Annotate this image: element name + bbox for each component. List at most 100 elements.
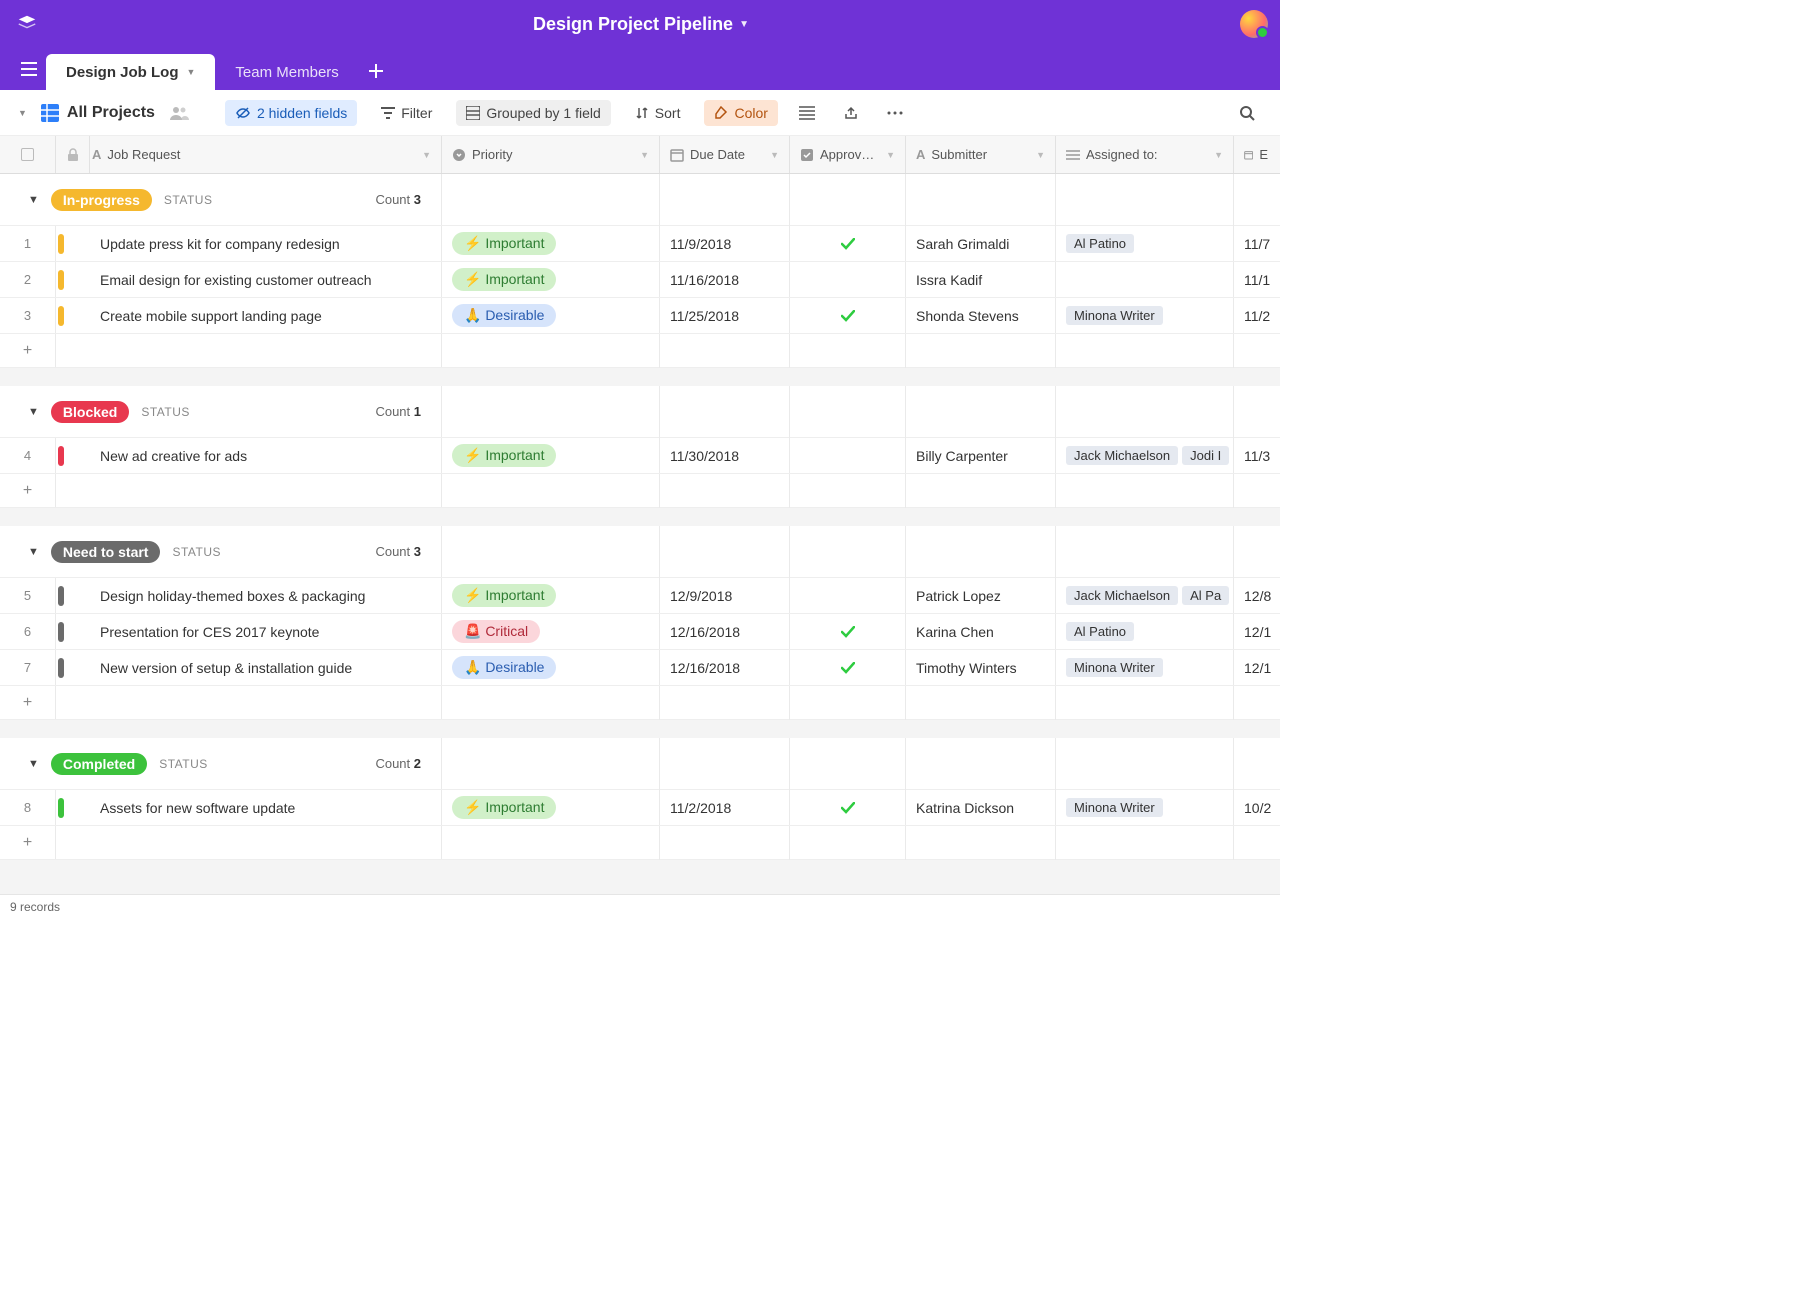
cell-submitter[interactable]: Issra Kadif xyxy=(906,262,1056,297)
cell-approved[interactable] xyxy=(790,438,906,473)
cell-priority[interactable]: ⚡ Important xyxy=(442,578,660,613)
cell-approved[interactable] xyxy=(790,578,906,613)
hidden-fields-button[interactable]: 2 hidden fields xyxy=(225,100,357,126)
cell-submitter[interactable]: Shonda Stevens xyxy=(906,298,1056,333)
cell-submitter[interactable]: Katrina Dickson xyxy=(906,790,1056,825)
group-header[interactable]: ▼ In-progress STATUS Count 3 xyxy=(0,174,1280,226)
add-row-button[interactable]: + xyxy=(0,474,1280,508)
column-header-assigned[interactable]: Assigned to: ▼ xyxy=(1056,136,1234,173)
collapse-caret-icon[interactable]: ▼ xyxy=(28,546,39,558)
cell-assigned[interactable]: Minona Writer xyxy=(1056,790,1234,825)
cell-extra[interactable]: 12/8 xyxy=(1234,578,1278,613)
select-all-checkbox[interactable] xyxy=(0,136,56,173)
table-row[interactable]: 3 Create mobile support landing page 🙏 D… xyxy=(0,298,1280,334)
cell-due-date[interactable]: 11/30/2018 xyxy=(660,438,790,473)
cell-priority[interactable]: ⚡ Important xyxy=(442,262,660,297)
group-button[interactable]: Grouped by 1 field xyxy=(456,100,610,126)
cell-submitter[interactable]: Timothy Winters xyxy=(906,650,1056,685)
collaborators-icon[interactable] xyxy=(169,105,189,121)
group-header[interactable]: ▼ Need to start STATUS Count 3 xyxy=(0,526,1280,578)
row-height-button[interactable] xyxy=(792,98,822,128)
assignee-chip[interactable]: Al Patino xyxy=(1066,622,1134,641)
cell-approved[interactable] xyxy=(790,650,906,685)
cell-job[interactable]: Email design for existing customer outre… xyxy=(70,262,442,297)
collapse-caret-icon[interactable]: ▼ xyxy=(28,194,39,206)
cell-job[interactable]: Create mobile support landing page xyxy=(70,298,442,333)
share-button[interactable] xyxy=(836,98,866,128)
cell-priority[interactable]: 🙏 Desirable xyxy=(442,650,660,685)
assignee-chip[interactable]: Minona Writer xyxy=(1066,658,1163,677)
cell-priority[interactable]: ⚡ Important xyxy=(442,226,660,261)
add-row-button[interactable]: + xyxy=(0,334,1280,368)
collapse-caret-icon[interactable]: ▼ xyxy=(28,406,39,418)
cell-job[interactable]: New ad creative for ads xyxy=(70,438,442,473)
assignee-chip[interactable]: Jack Michaelson xyxy=(1066,586,1178,605)
workspace-title[interactable]: Design Project Pipeline ▼ xyxy=(42,14,1240,35)
add-row-button[interactable]: + xyxy=(0,826,1280,860)
cell-priority[interactable]: ⚡ Important xyxy=(442,438,660,473)
assignee-chip[interactable]: Al Pa xyxy=(1182,586,1229,605)
cell-assigned[interactable]: Al Patino xyxy=(1056,226,1234,261)
filter-button[interactable]: Filter xyxy=(371,100,442,126)
column-menu-caret[interactable]: ▼ xyxy=(640,150,649,160)
cell-assigned[interactable]: Jack MichaelsonJodi I xyxy=(1056,438,1234,473)
views-menu-caret[interactable]: ▼ xyxy=(18,108,27,118)
column-header-submitter[interactable]: A Submitter ▼ xyxy=(906,136,1056,173)
cell-submitter[interactable]: Patrick Lopez xyxy=(906,578,1056,613)
cell-assigned[interactable] xyxy=(1056,262,1234,297)
table-row[interactable]: 8 Assets for new software update ⚡ Impor… xyxy=(0,790,1280,826)
cell-job[interactable]: Assets for new software update xyxy=(70,790,442,825)
tab-team-members[interactable]: Team Members xyxy=(215,54,358,90)
cell-due-date[interactable]: 12/16/2018 xyxy=(660,650,790,685)
column-menu-caret[interactable]: ▼ xyxy=(1214,150,1223,160)
cell-due-date[interactable]: 12/9/2018 xyxy=(660,578,790,613)
search-button[interactable] xyxy=(1232,98,1262,128)
table-row[interactable]: 1 Update press kit for company redesign … xyxy=(0,226,1280,262)
hamburger-menu[interactable] xyxy=(12,52,46,86)
group-header[interactable]: ▼ Blocked STATUS Count 1 xyxy=(0,386,1280,438)
cell-extra[interactable]: 11/7 xyxy=(1234,226,1278,261)
cell-extra[interactable]: 11/1 xyxy=(1234,262,1278,297)
sort-button[interactable]: Sort xyxy=(625,100,691,126)
cell-extra[interactable]: 11/3 xyxy=(1234,438,1278,473)
column-header-approved[interactable]: Approv… ▼ xyxy=(790,136,906,173)
user-avatar[interactable] xyxy=(1240,10,1268,38)
cell-approved[interactable] xyxy=(790,298,906,333)
cell-due-date[interactable]: 11/25/2018 xyxy=(660,298,790,333)
cell-approved[interactable] xyxy=(790,614,906,649)
assignee-chip[interactable]: Minona Writer xyxy=(1066,306,1163,325)
assignee-chip[interactable]: Jodi I xyxy=(1182,446,1229,465)
cell-extra[interactable]: 11/2 xyxy=(1234,298,1278,333)
cell-assigned[interactable]: Al Patino xyxy=(1056,614,1234,649)
view-switcher[interactable]: All Projects xyxy=(41,104,155,122)
column-header-extra[interactable]: E xyxy=(1234,136,1278,173)
assignee-chip[interactable]: Al Patino xyxy=(1066,234,1134,253)
cell-assigned[interactable]: Minona Writer xyxy=(1056,298,1234,333)
more-button[interactable] xyxy=(880,98,910,128)
cell-assigned[interactable]: Minona Writer xyxy=(1056,650,1234,685)
table-row[interactable]: 2 Email design for existing customer out… xyxy=(0,262,1280,298)
cell-approved[interactable] xyxy=(790,262,906,297)
cell-job[interactable]: New version of setup & installation guid… xyxy=(70,650,442,685)
table-row[interactable]: 6 Presentation for CES 2017 keynote 🚨 Cr… xyxy=(0,614,1280,650)
cell-submitter[interactable]: Karina Chen xyxy=(906,614,1056,649)
column-header-job[interactable]: A Job Request ▼ xyxy=(90,136,442,173)
cell-extra[interactable]: 12/1 xyxy=(1234,614,1278,649)
cell-assigned[interactable]: Jack MichaelsonAl Pa xyxy=(1056,578,1234,613)
cell-due-date[interactable]: 11/9/2018 xyxy=(660,226,790,261)
cell-due-date[interactable]: 12/16/2018 xyxy=(660,614,790,649)
cell-approved[interactable] xyxy=(790,790,906,825)
table-row[interactable]: 7 New version of setup & installation gu… xyxy=(0,650,1280,686)
assignee-chip[interactable]: Jack Michaelson xyxy=(1066,446,1178,465)
add-tab-button[interactable] xyxy=(359,54,393,88)
cell-due-date[interactable]: 11/16/2018 xyxy=(660,262,790,297)
column-menu-caret[interactable]: ▼ xyxy=(770,150,779,160)
assignee-chip[interactable]: Minona Writer xyxy=(1066,798,1163,817)
column-header-due[interactable]: Due Date ▼ xyxy=(660,136,790,173)
app-logo[interactable] xyxy=(12,9,42,39)
column-menu-caret[interactable]: ▼ xyxy=(422,150,431,160)
cell-submitter[interactable]: Sarah Grimaldi xyxy=(906,226,1056,261)
color-button[interactable]: Color xyxy=(704,100,777,126)
collapse-caret-icon[interactable]: ▼ xyxy=(28,758,39,770)
cell-extra[interactable]: 12/1 xyxy=(1234,650,1278,685)
